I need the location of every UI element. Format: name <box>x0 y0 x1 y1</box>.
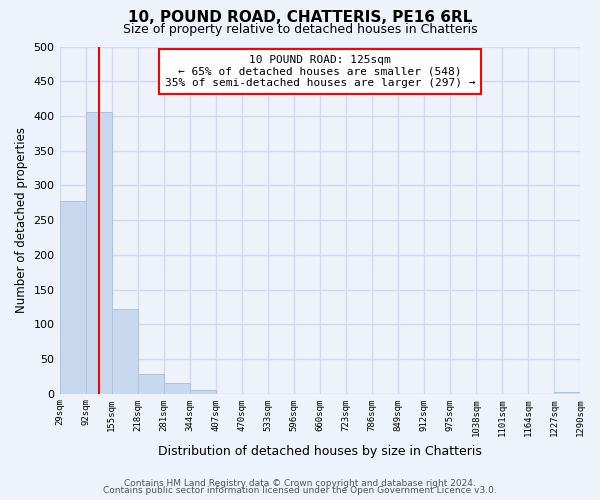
Bar <box>190 390 216 394</box>
Bar <box>554 392 580 394</box>
Y-axis label: Number of detached properties: Number of detached properties <box>15 127 28 313</box>
Bar <box>164 384 190 394</box>
Bar <box>86 112 112 394</box>
Text: Contains HM Land Registry data © Crown copyright and database right 2024.: Contains HM Land Registry data © Crown c… <box>124 478 476 488</box>
Bar <box>59 202 86 394</box>
Text: 10 POUND ROAD: 125sqm
← 65% of detached houses are smaller (548)
35% of semi-det: 10 POUND ROAD: 125sqm ← 65% of detached … <box>165 55 475 88</box>
Bar <box>112 309 137 394</box>
Text: Contains public sector information licensed under the Open Government Licence v3: Contains public sector information licen… <box>103 486 497 495</box>
X-axis label: Distribution of detached houses by size in Chatteris: Distribution of detached houses by size … <box>158 444 482 458</box>
Text: 10, POUND ROAD, CHATTERIS, PE16 6RL: 10, POUND ROAD, CHATTERIS, PE16 6RL <box>128 10 472 25</box>
Text: Size of property relative to detached houses in Chatteris: Size of property relative to detached ho… <box>122 22 478 36</box>
Bar <box>137 374 164 394</box>
